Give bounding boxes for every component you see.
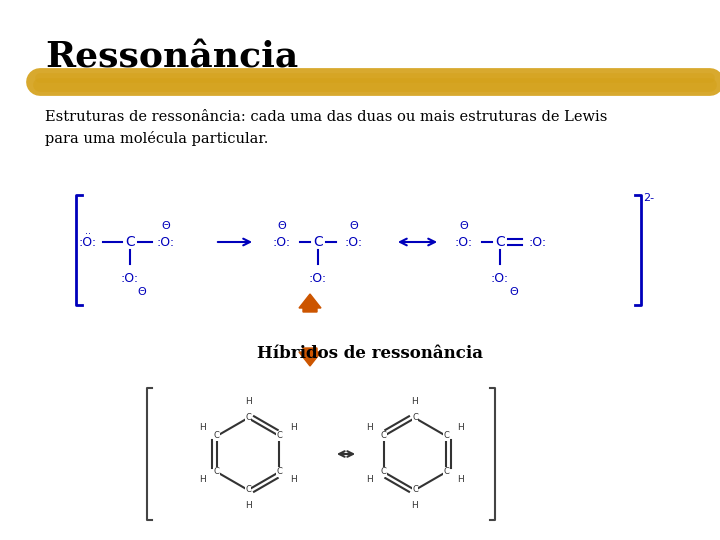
Text: C: C	[381, 468, 387, 476]
Text: H: H	[456, 423, 464, 433]
Text: C: C	[276, 468, 282, 476]
Text: C: C	[276, 431, 282, 441]
Text: H: H	[199, 476, 207, 484]
Text: :O:: :O:	[345, 235, 363, 248]
Text: :O:: :O:	[309, 272, 327, 285]
Text: H: H	[245, 502, 251, 510]
Text: C: C	[412, 414, 418, 422]
Text: H: H	[289, 423, 297, 433]
Text: C: C	[125, 235, 135, 249]
Text: :O:: :O:	[491, 272, 509, 285]
Text: H: H	[412, 397, 418, 407]
Text: :O:: :O:	[455, 235, 473, 248]
Text: H: H	[289, 476, 297, 484]
Text: ..: ..	[85, 226, 91, 236]
Text: :O:: :O:	[157, 235, 175, 248]
FancyArrow shape	[299, 348, 321, 366]
Text: :O:: :O:	[121, 272, 139, 285]
Text: Θ: Θ	[350, 221, 359, 231]
Text: Ressonância: Ressonância	[45, 40, 298, 74]
Text: Θ: Θ	[278, 221, 287, 231]
Text: H: H	[245, 397, 251, 407]
Text: 2-: 2-	[643, 193, 654, 203]
Text: C: C	[444, 468, 449, 476]
Text: Θ: Θ	[161, 221, 171, 231]
Text: C: C	[245, 414, 251, 422]
Text: C: C	[412, 485, 418, 495]
Text: C: C	[214, 431, 220, 441]
Text: C: C	[313, 235, 323, 249]
Text: C: C	[245, 485, 251, 495]
FancyArrow shape	[299, 294, 321, 312]
Text: :O:: :O:	[79, 235, 97, 248]
Text: Híbridos de ressonância: Híbridos de ressonância	[257, 345, 483, 362]
Text: Θ: Θ	[138, 287, 146, 297]
Text: H: H	[366, 423, 374, 433]
Text: :O:: :O:	[273, 235, 291, 248]
Text: H: H	[412, 502, 418, 510]
Text: H: H	[456, 476, 464, 484]
Text: C: C	[381, 431, 387, 441]
Text: C: C	[214, 468, 220, 476]
Text: C: C	[444, 431, 449, 441]
Text: Estruturas de ressonância: cada uma das duas ou mais estruturas de Lewis
para um: Estruturas de ressonância: cada uma das …	[45, 110, 608, 146]
Text: Θ: Θ	[459, 221, 469, 231]
Text: H: H	[199, 423, 207, 433]
Text: Θ: Θ	[510, 287, 518, 297]
Text: C: C	[495, 235, 505, 249]
Text: :O:: :O:	[529, 235, 547, 248]
Text: H: H	[366, 476, 374, 484]
